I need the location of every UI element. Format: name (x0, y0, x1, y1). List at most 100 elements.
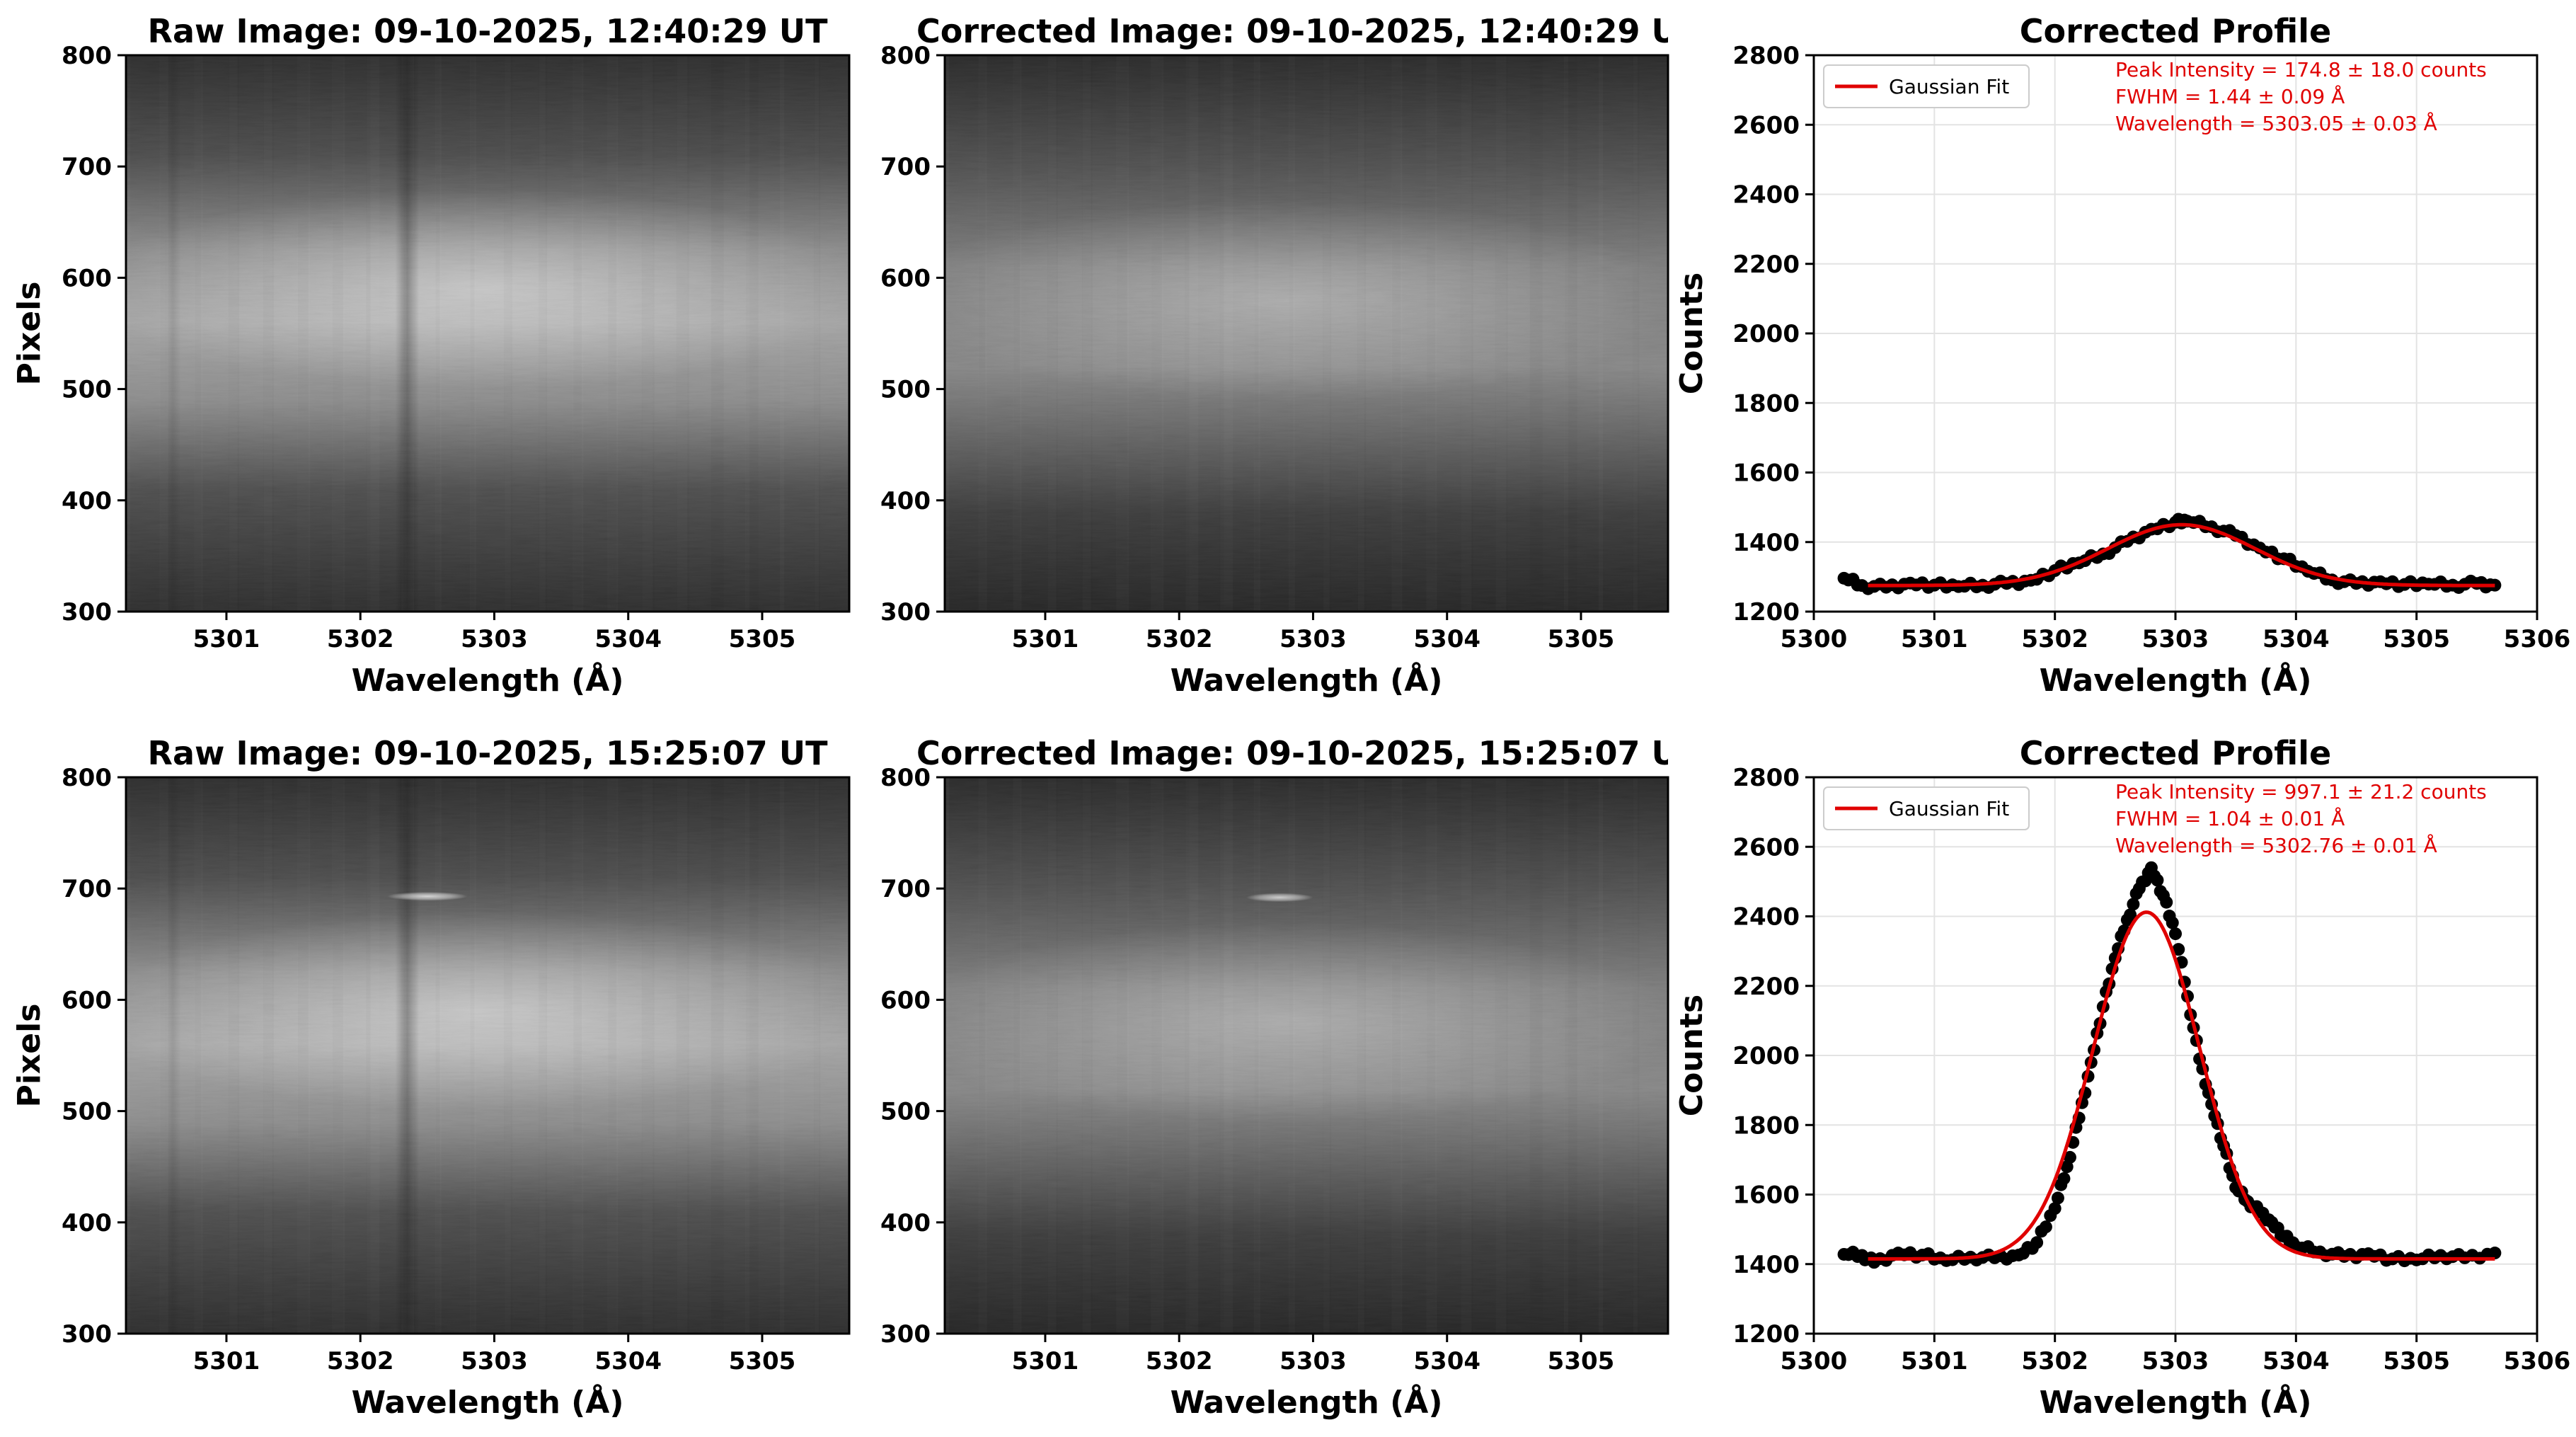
x-tick-label: 5303 (2142, 1347, 2209, 1375)
x-tick-label: 5301 (1012, 625, 1079, 653)
y-tick-label: 300 (880, 1320, 931, 1349)
data-point (2166, 916, 2179, 929)
image-noise (126, 55, 849, 612)
legend-label: Gaussian Fit (1889, 797, 2009, 820)
panel-title: Corrected Profile (2020, 734, 2331, 772)
panel-title: Corrected Image: 09-10-2025, 12:40:29 UT (916, 12, 1701, 50)
y-tick-label: 2200 (1732, 251, 1800, 279)
y-axis-label: Pixels (11, 282, 47, 386)
x-tick-label: 5305 (1548, 1347, 1615, 1375)
y-tick-label: 2800 (1732, 764, 1800, 792)
x-tick-label: 5301 (1901, 625, 1968, 653)
x-tick-label: 5305 (2383, 1347, 2450, 1375)
x-axis-label: Wavelength (Å) (352, 1383, 624, 1421)
panel-2: 5301 5302 5303 5304 5305 300 400 500 600 700 800Co… (880, 12, 1701, 699)
x-tick-label: 5304 (1413, 1347, 1480, 1375)
panel-3: Gaussian Fit Peak Intensity = 174.8 ± 18.… (1674, 12, 2570, 699)
y-tick-label: 800 (62, 42, 112, 70)
data-point (2048, 1202, 2062, 1215)
x-tick-label: 5305 (1548, 625, 1615, 653)
data-point (2151, 874, 2164, 887)
y-tick-label: 300 (62, 598, 112, 626)
x-tick-label: 5303 (461, 1347, 528, 1375)
x-tick-label: 5302 (2021, 1347, 2088, 1375)
x-tick-label: 5305 (2383, 625, 2450, 653)
x-tick-label: 5301 (1012, 1347, 1079, 1375)
legend: Gaussian Fit (1823, 64, 2030, 108)
x-tick-label: 5305 (729, 625, 796, 653)
y-axis-label: Counts (1674, 995, 1710, 1116)
y-tick-label: 1400 (1732, 1251, 1800, 1279)
fit-annotation: Peak Intensity = 997.1 ± 21.2 counts (2115, 780, 2487, 803)
panel-6: Gaussian Fit Peak Intensity = 997.1 ± 21.… (1674, 734, 2570, 1421)
y-tick-label: 600 (880, 264, 931, 292)
panel-title: Raw Image: 09-10-2025, 12:40:29 UT (148, 12, 829, 50)
y-tick-label: 400 (880, 487, 931, 515)
x-tick-label: 5304 (2262, 1347, 2330, 1375)
y-tick-label: 700 (62, 153, 112, 181)
x-tick-label: 5301 (193, 625, 260, 653)
data-point (2124, 908, 2137, 922)
y-tick-label: 2400 (1732, 181, 1800, 210)
x-tick-label: 5304 (594, 625, 662, 653)
panel-1: 5301 5302 5303 5304 5305 300 400 500 600 700 800 Ra… (11, 12, 851, 699)
x-axis-label: Wavelength (Å) (1171, 661, 1443, 699)
legend-label: Gaussian Fit (1889, 75, 2009, 98)
image-noise (945, 777, 1668, 1334)
x-tick-label: 5303 (1280, 1347, 1347, 1375)
y-tick-label: 500 (880, 376, 931, 404)
x-axis-label: Wavelength (Å) (1171, 1383, 1443, 1421)
y-tick-label: 1600 (1732, 1181, 1800, 1210)
panel-4: 5301 5302 5303 5304 5305 300 400 500 600 700 800 Ra… (11, 734, 851, 1421)
x-tick-label: 5306 (2504, 1347, 2571, 1375)
data-point (2127, 898, 2140, 911)
data-point (2030, 1236, 2044, 1249)
legend-box (1823, 64, 2030, 108)
axes-frame (125, 54, 851, 613)
gaussian-fit-line (1868, 910, 2495, 1261)
y-tick-label: 800 (880, 764, 931, 792)
x-tick-label: 5301 (193, 1347, 260, 1375)
fit-annotation: Wavelength = 5302.76 ± 0.01 Å (2115, 833, 2437, 857)
x-tick-label: 5302 (1146, 1347, 1213, 1375)
panel-title: Corrected Profile (2020, 12, 2331, 50)
x-tick-label: 5306 (2504, 625, 2571, 653)
y-tick-label: 2000 (1732, 320, 1800, 348)
y-tick-label: 300 (62, 1320, 112, 1349)
x-tick-label: 5302 (2021, 625, 2088, 653)
y-tick-label: 500 (62, 1098, 112, 1126)
x-tick-label: 5302 (327, 625, 394, 653)
y-tick-label: 800 (62, 764, 112, 792)
x-tick-label: 5303 (1280, 625, 1347, 653)
data-point (2488, 1247, 2502, 1260)
x-tick-label: 5303 (461, 625, 528, 653)
fit-annotation: Wavelength = 5303.05 ± 0.03 Å (2115, 111, 2437, 135)
y-tick-label: 800 (880, 42, 931, 70)
y-tick-label: 2600 (1732, 111, 1800, 139)
x-axis-label: Wavelength (Å) (2040, 661, 2312, 699)
axes-frame (125, 776, 851, 1335)
legend-box (1823, 786, 2030, 830)
y-tick-label: 500 (880, 1098, 931, 1126)
y-tick-label: 400 (880, 1209, 931, 1237)
spectral-image (945, 777, 1668, 1334)
y-tick-label: 2800 (1732, 42, 1800, 70)
x-tick-label: 5300 (1781, 625, 1848, 653)
y-tick-label: 700 (62, 875, 112, 903)
data-point (2057, 1172, 2071, 1185)
y-tick-label: 1400 (1732, 529, 1800, 557)
y-tick-label: 700 (880, 153, 931, 181)
data-point (2051, 1191, 2064, 1205)
y-tick-label: 1800 (1732, 389, 1800, 418)
x-tick-label: 5302 (1146, 625, 1213, 653)
x-tick-label: 5305 (729, 1347, 796, 1375)
gaussian-fit-line (1868, 522, 2495, 588)
y-tick-label: 600 (880, 986, 931, 1014)
y-tick-label: 500 (62, 376, 112, 404)
y-tick-label: 2400 (1732, 903, 1800, 932)
fit-annotation: FWHM = 1.04 ± 0.01 Å (2115, 806, 2345, 830)
y-tick-label: 1800 (1732, 1111, 1800, 1140)
x-tick-label: 5300 (1781, 1347, 1848, 1375)
x-tick-label: 5304 (2262, 625, 2330, 653)
